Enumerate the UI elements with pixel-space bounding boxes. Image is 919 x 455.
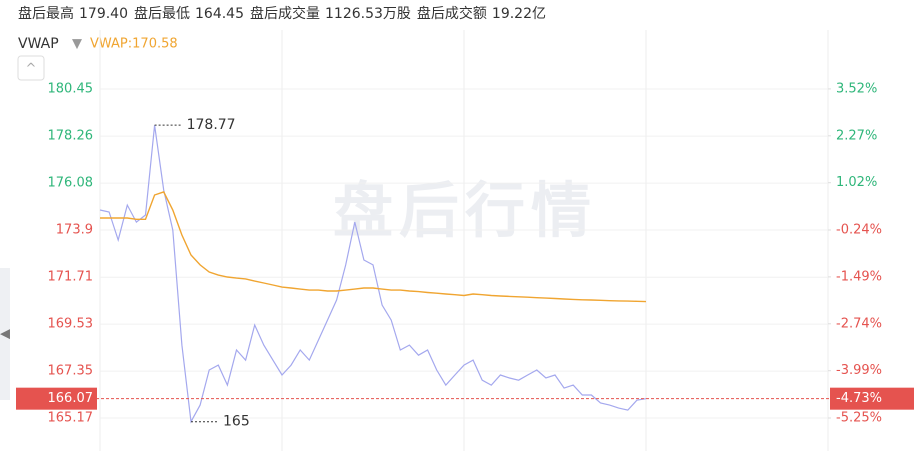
y2-tick-label: 1.02% <box>836 175 877 190</box>
side-toggle-icon: ◀ <box>0 327 10 342</box>
header-label: 盘后成交量 <box>250 5 320 22</box>
y2-tick-label: -5.25% <box>836 410 882 425</box>
series-line <box>100 191 647 303</box>
header-value: 164.45 <box>195 6 244 22</box>
header-label: 盘后最低 <box>134 5 190 22</box>
watermark: 盘后行情 <box>333 177 597 247</box>
current-box <box>16 387 97 410</box>
header-value: 1126.53万股 <box>325 6 411 22</box>
current-change-label: -4.73% <box>836 391 882 406</box>
annotation: 178.77 <box>187 117 236 133</box>
y-tick-label: 176.08 <box>48 176 94 191</box>
y2-tick-label: 2.27% <box>836 128 877 143</box>
y-tick-label: 171.71 <box>48 270 94 285</box>
indicator-dropdown[interactable]: ▼ <box>72 37 82 52</box>
y2-tick-label: -3.99% <box>836 363 882 378</box>
header: 盘后最高 179.40 盘后最低 164.45 盘后成交量 1126.53万股 盘后成交额 1… <box>18 5 546 22</box>
current-box-right <box>830 387 914 410</box>
collapse-button[interactable] <box>17 55 45 81</box>
y-tick-label: 178.26 <box>48 129 94 144</box>
header-value: 179.40 <box>79 6 128 22</box>
y-tick-label: 180.45 <box>48 82 94 97</box>
header-value: 19.22亿 <box>492 6 546 22</box>
annotation: 165 <box>223 414 250 430</box>
header-label: 盘后最高 <box>18 5 74 22</box>
y-tick-label: 173.9 <box>56 223 93 238</box>
plot: 180.45 178.26 176.08 173.9 171.71 169.53 167.3… <box>16 30 914 451</box>
y2-tick-label: -1.49% <box>836 269 882 284</box>
header-label: 盘后成交额 <box>417 5 487 22</box>
y2-tick-label: -2.74% <box>836 316 882 331</box>
y-tick-label: 169.53 <box>48 317 94 332</box>
current-label: 166.07 <box>48 391 94 406</box>
indicator-value: VWAP:170.58 <box>90 37 178 52</box>
y-tick-label: 165.17 <box>48 411 94 426</box>
side-toggle[interactable] <box>0 268 10 400</box>
y2-tick-label: -0.24% <box>836 222 882 237</box>
indicator[interactable]: VWAP <box>18 36 59 52</box>
y2-tick-label: 3.52% <box>836 81 877 96</box>
collapse-icon: ^ <box>26 62 37 77</box>
y-tick-label: 167.35 <box>48 364 94 379</box>
